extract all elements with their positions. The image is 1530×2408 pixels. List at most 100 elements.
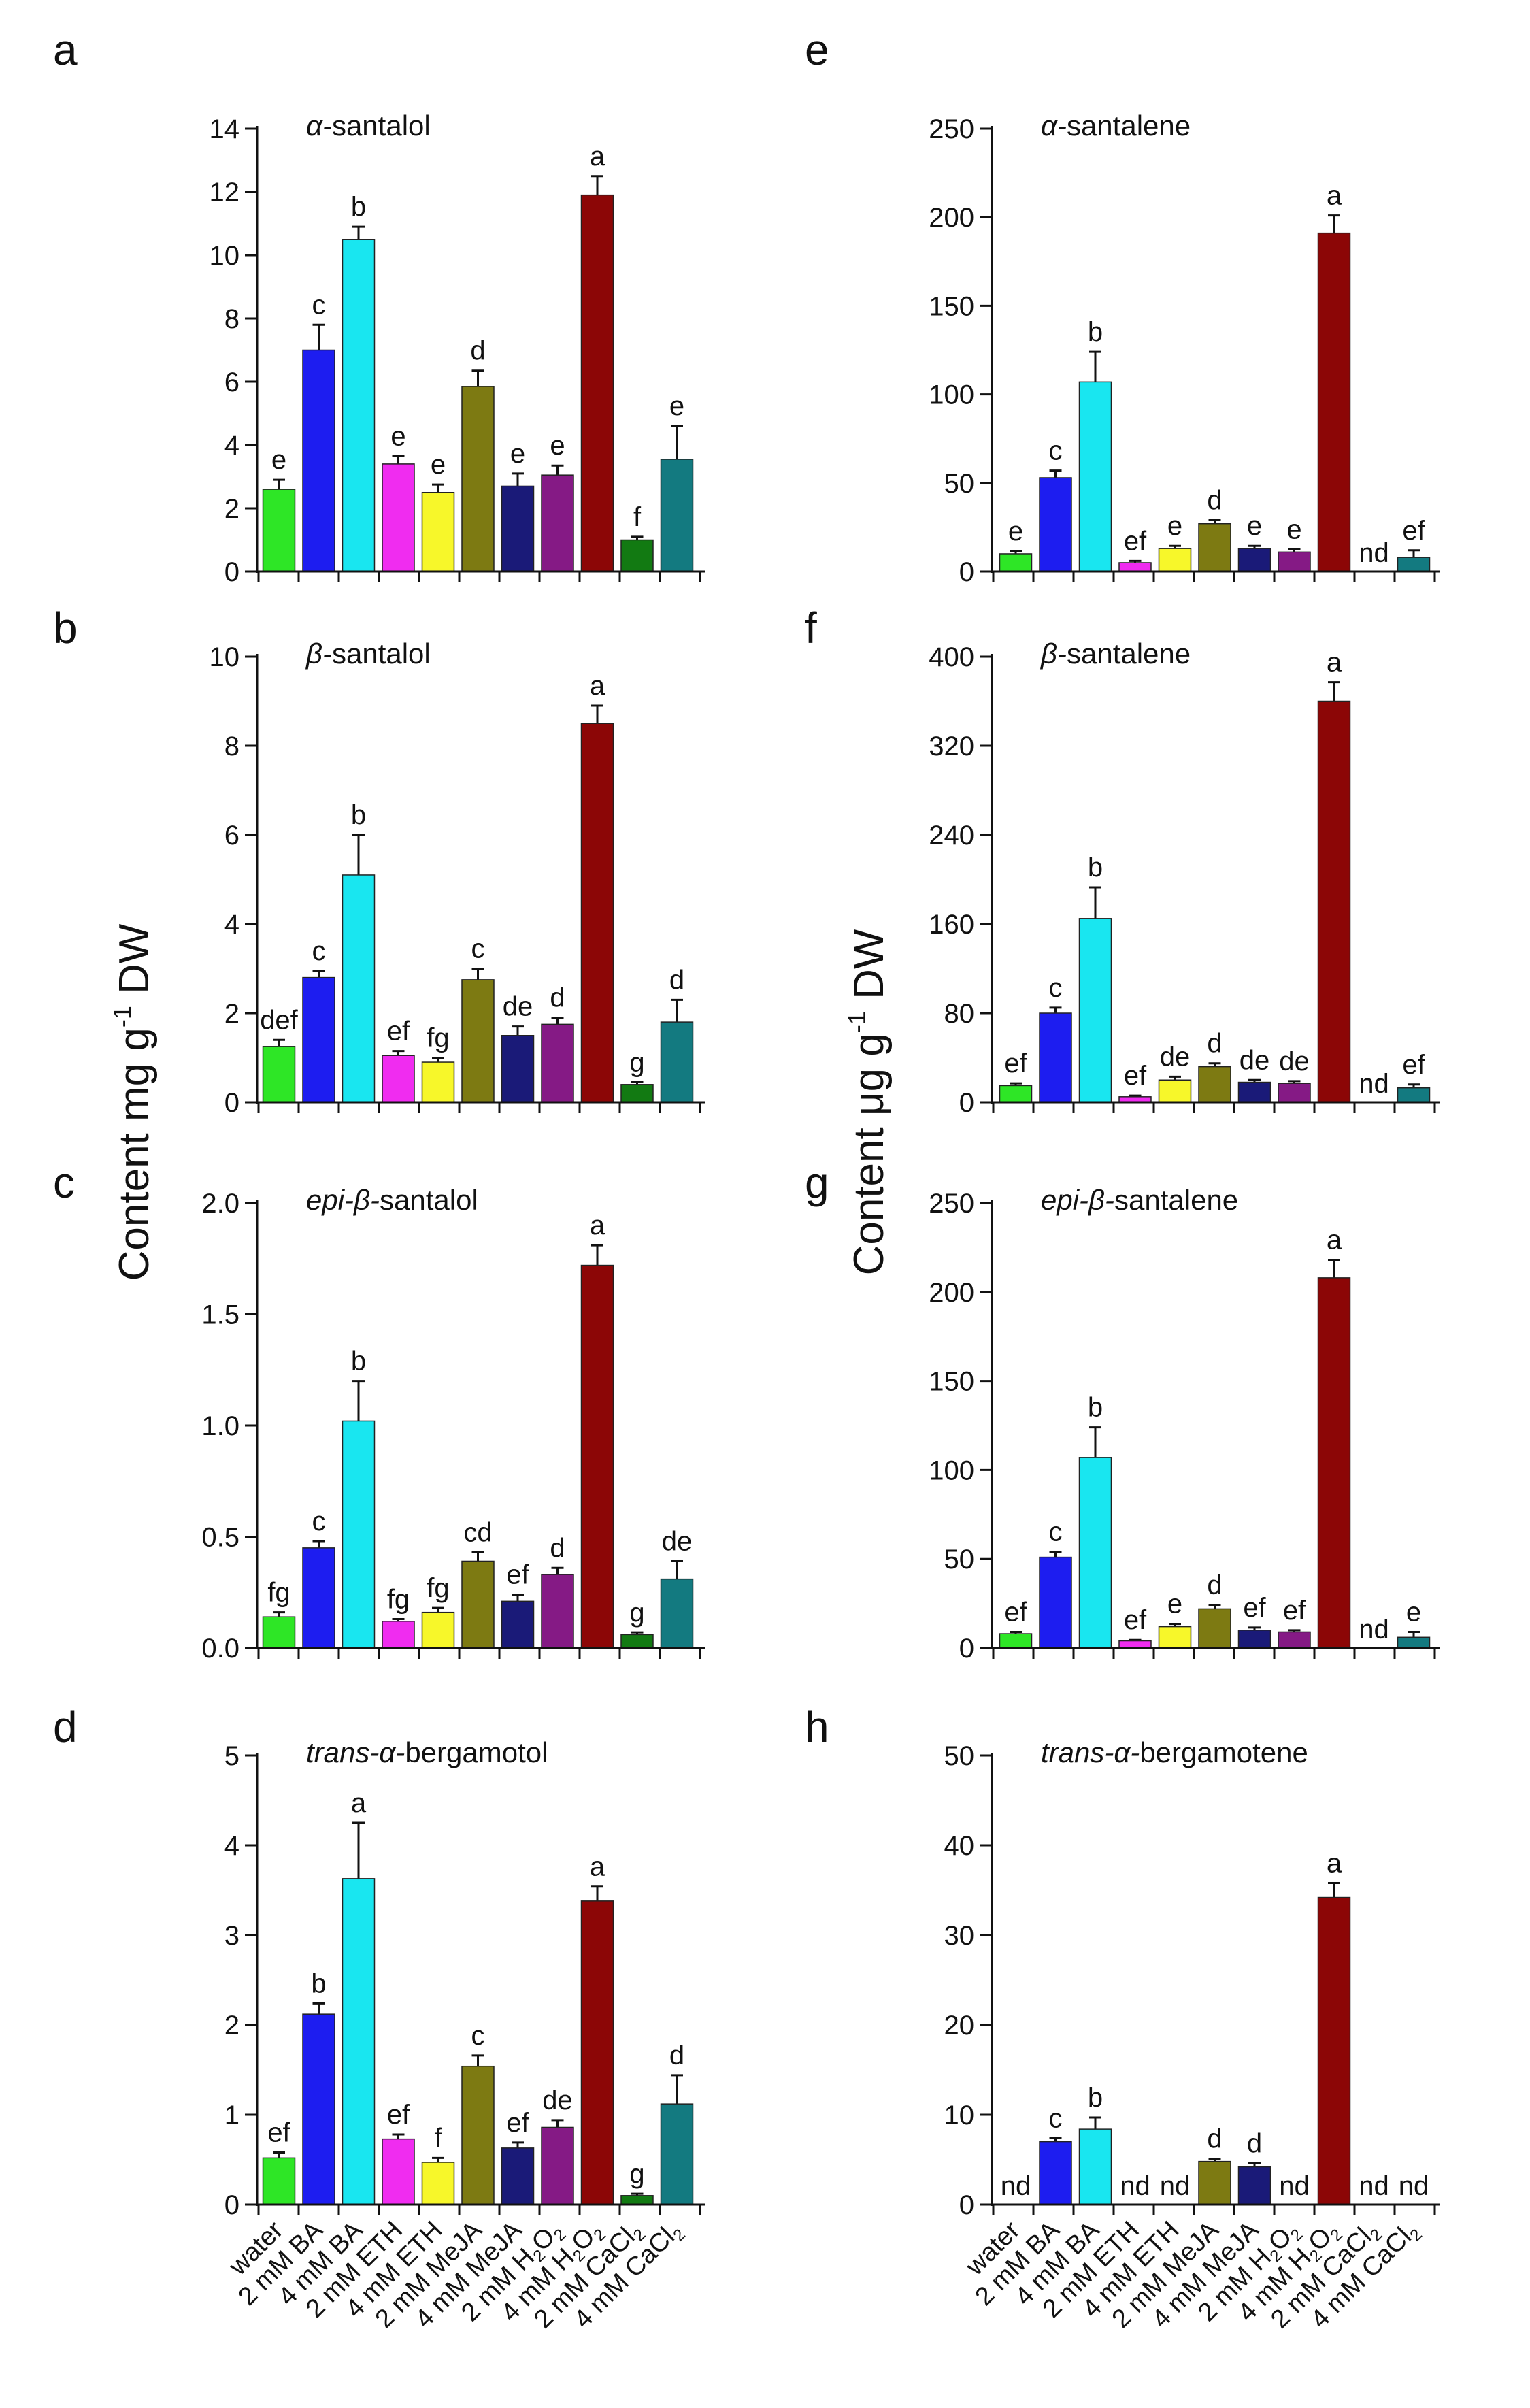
bar [660,459,694,572]
bar [999,1085,1033,1103]
bar [660,1578,694,1649]
y-tick-label: 6 [224,821,239,851]
y-tick-label: 0.0 [201,1634,239,1664]
bar [421,1061,455,1103]
chart-title: α-santalol [306,110,431,142]
bar [580,1900,614,2205]
significance-label: de [503,992,533,1022]
bar [541,1023,574,1103]
y-tick-label: 50 [944,469,975,499]
significance-label: c [1049,2103,1063,2133]
y-tick-label: 200 [929,1278,974,1308]
significance-label: f [434,2123,442,2153]
y-tick-label: 20 [944,2011,975,2041]
significance-label: nd [1279,2171,1310,2201]
significance-label: ef [1124,1605,1147,1635]
significance-label: d [669,2041,684,2071]
significance-label: g [629,1598,644,1628]
significance-label: ef [387,2100,410,2130]
significance-label: ef [1124,526,1147,556]
significance-label: de [1279,1046,1310,1076]
significance-label: c [471,934,485,964]
chart-title-name: santalene [1067,110,1191,142]
significance-label: def [260,1005,298,1035]
bar [342,1420,376,1649]
y-tick-label: 10 [944,2100,975,2130]
bar [541,474,574,572]
y-tick-label: 2 [224,494,239,524]
significance-label: c [1049,1517,1063,1547]
bar [580,1264,614,1649]
bar [1317,700,1351,1103]
significance-label: nd [1399,2171,1429,2201]
bar [1198,523,1231,572]
significance-label: de [1240,1045,1270,1075]
y-tick-label: 80 [944,999,975,1029]
significance-label: e [1008,516,1023,546]
significance-label: e [510,439,525,469]
significance-label: nd [1160,2171,1191,2201]
significance-label: a [590,1210,605,1240]
chart-title-prefix: α- [1041,110,1067,142]
significance-label: a [1327,181,1342,211]
significance-label: ef [1004,1597,1027,1627]
bar [382,1621,415,1649]
bar [342,1878,376,2205]
significance-label: b [311,1968,326,1998]
significance-label: d [669,965,684,995]
y-tick-label: 50 [944,1741,975,1771]
significance-label: e [431,450,446,480]
bar [1039,1556,1072,1649]
y-tick-label: 100 [929,1455,974,1485]
y-tick-label: 6 [224,367,239,397]
bar [580,723,614,1103]
chart-title-prefix: epi-β- [1041,1184,1114,1216]
y-tick-label: 0 [959,557,974,587]
significance-label: e [1167,511,1182,541]
y-tick-label: 0 [959,1634,974,1664]
significance-label: e [1406,1597,1421,1627]
panel-letter: d [53,1702,78,1751]
bar [1397,557,1431,572]
y-tick-label: 0.5 [201,1523,239,1553]
bar [501,1035,535,1103]
panel-letter: h [805,1702,829,1751]
significance-label: fg [427,1573,449,1603]
significance-label: d [1207,1029,1222,1059]
bar [302,976,335,1103]
significance-label: e [1247,511,1262,541]
significance-label: a [590,142,605,171]
y-tick-label: 0 [224,1088,239,1118]
significance-label: f [633,502,642,532]
significance-label: e [1167,1589,1182,1619]
bar [541,1574,574,1649]
bar [302,1547,335,1649]
bar [421,1611,455,1649]
y-tick-label: 50 [944,1545,975,1574]
y-tick-label: 30 [944,1921,975,1951]
bar [461,386,495,572]
significance-label: b [1088,853,1103,883]
significance-label: ef [506,1560,529,1590]
bar [1237,1081,1271,1103]
significance-label: ef [1283,1596,1306,1626]
y-tick-label: 0 [959,2190,974,2220]
y-axis-title-right: Content μg g-1 DW [843,929,893,1275]
bar [1278,1631,1311,1649]
y-tick-label: 10 [210,241,240,271]
bar [1158,1079,1192,1103]
bar [1039,477,1072,572]
bar [999,553,1033,572]
significance-label: b [1088,1393,1103,1423]
bar [1317,1277,1351,1649]
significance-label: a [351,1788,367,1818]
significance-label: ef [1004,1049,1027,1078]
bar [262,1616,296,1649]
panel-letter: e [805,25,829,74]
significance-label: c [1049,973,1063,1003]
y-tick-label: 240 [929,821,974,851]
significance-label: fg [267,1578,290,1608]
